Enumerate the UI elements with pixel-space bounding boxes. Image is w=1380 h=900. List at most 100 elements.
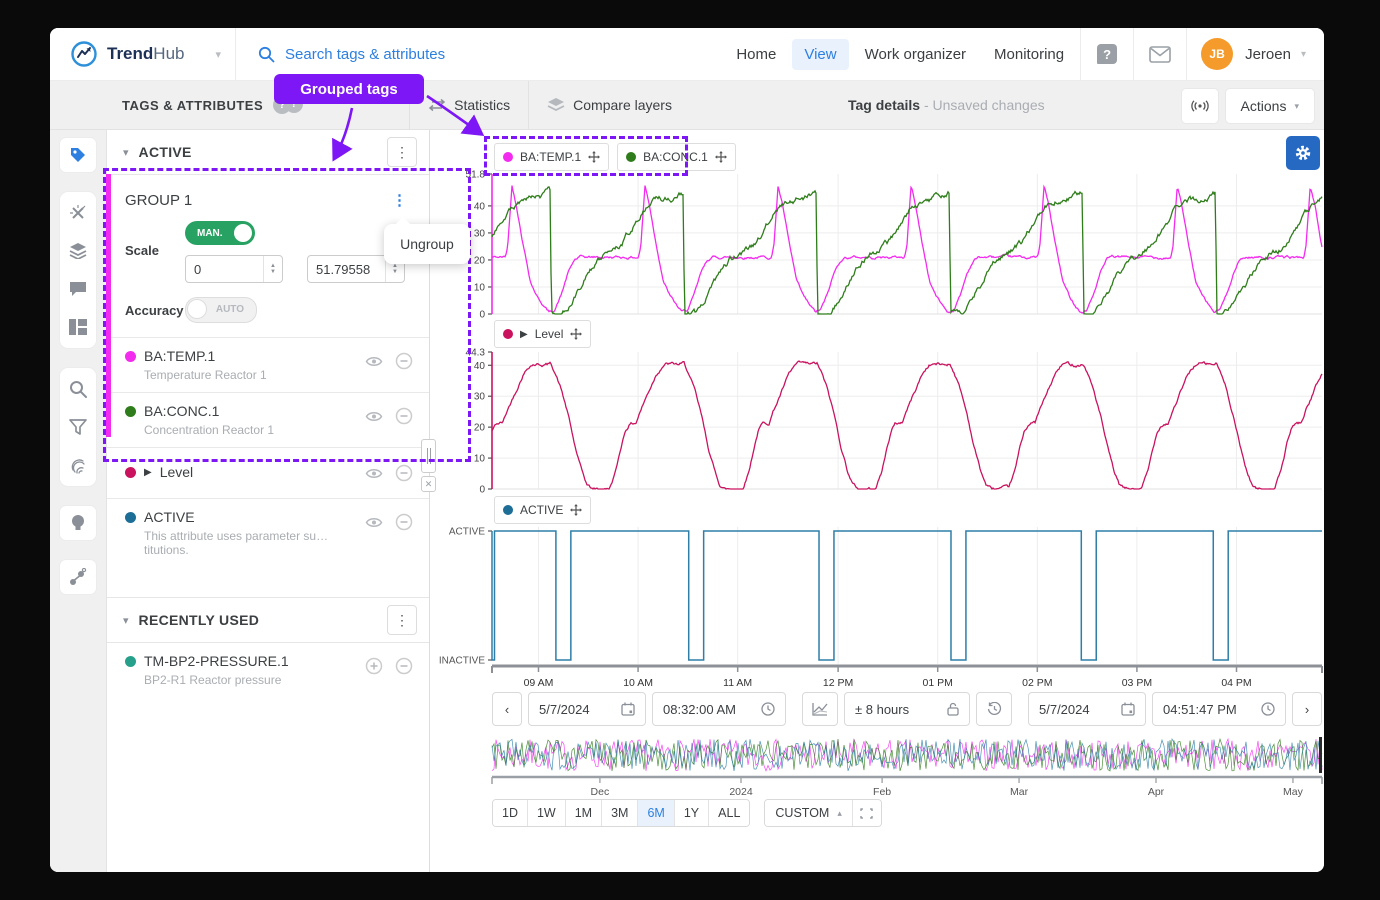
- accuracy-auto-toggle[interactable]: AUTO: [185, 297, 257, 323]
- rail-item-dashboard[interactable]: [60, 308, 96, 346]
- chart-settings-button[interactable]: [1286, 136, 1320, 170]
- chart-temp-conc[interactable]: 51.8 40 30 20 10 0: [430, 169, 1324, 319]
- scale-min-value: 0: [194, 261, 202, 277]
- tag-row-tm-bp2-pressure[interactable]: TM-BP2-PRESSURE.1 BP2-R1 Reactor pressur…: [107, 643, 429, 697]
- pan-back-button[interactable]: ‹: [492, 692, 522, 726]
- remove-tag-icon[interactable]: [395, 352, 413, 370]
- range-button-1y[interactable]: 1Y: [674, 800, 710, 826]
- range-button-3m[interactable]: 3M: [602, 800, 639, 826]
- remove-tag-icon[interactable]: [395, 464, 413, 482]
- tag-row-active[interactable]: ACTIVE This attribute uses parameter su……: [107, 498, 429, 567]
- rail-item-filter[interactable]: [60, 408, 96, 446]
- chart-active-digital[interactable]: ACTIVE INACTIVE: [430, 522, 1324, 669]
- tab-compare-layers[interactable]: Compare layers: [528, 81, 690, 129]
- legend-chip-ba-conc[interactable]: BA:CONC.1: [617, 143, 736, 171]
- broadcast-button[interactable]: [1181, 89, 1218, 123]
- user-name[interactable]: Jeroen: [1245, 45, 1291, 63]
- splitter-drag-handle[interactable]: [421, 439, 436, 473]
- rail-item-tags[interactable]: [60, 138, 96, 172]
- fullscreen-range-button[interactable]: [852, 800, 881, 826]
- nav-item-home[interactable]: Home: [736, 45, 777, 63]
- tag-row-ba-conc[interactable]: BA:CONC.1 Concentration Reactor 1: [107, 392, 429, 447]
- rail-item-layers[interactable]: [60, 232, 96, 270]
- expand-icon[interactable]: ▶: [520, 328, 528, 340]
- brand-caret-icon[interactable]: ▾: [215, 48, 222, 61]
- legend-chip-level[interactable]: ▶ Level: [494, 320, 592, 348]
- remove-tag-icon[interactable]: [395, 407, 413, 425]
- svg-text:Feb: Feb: [873, 786, 891, 797]
- range-button-1d[interactable]: 1D: [493, 800, 528, 826]
- move-icon[interactable]: [570, 328, 583, 340]
- series-color-dot: [125, 466, 136, 478]
- range-button-1m[interactable]: 1M: [565, 800, 603, 826]
- rail-item-search[interactable]: [60, 370, 96, 408]
- rail-item-share-graph[interactable]: [60, 560, 96, 594]
- stepper-icon[interactable]: ▲ ▼: [385, 256, 404, 282]
- legend-chip-active[interactable]: ACTIVE: [494, 496, 592, 524]
- legend-chip-ba-temp[interactable]: BA:TEMP.1: [494, 143, 610, 171]
- scale-min-input[interactable]: 0 ▲ ▼: [185, 255, 283, 283]
- user-avatar[interactable]: JB: [1201, 38, 1234, 70]
- nav-item-work-organizer[interactable]: Work organizer: [864, 45, 967, 63]
- splitter-close-icon[interactable]: ✕: [421, 476, 436, 492]
- actions-button[interactable]: Actions ▾: [1225, 89, 1314, 123]
- chart-level[interactable]: 44.3 40 30 20 10 0: [430, 347, 1324, 494]
- recently-used-header[interactable]: ▾ RECENTLY USED ⋮: [107, 597, 429, 643]
- duration-field[interactable]: ± 8 hours: [844, 692, 970, 726]
- expand-icon[interactable]: ▶: [144, 466, 152, 478]
- move-icon[interactable]: [570, 504, 583, 516]
- add-tag-icon[interactable]: [365, 657, 383, 675]
- range-button-1w[interactable]: 1W: [527, 800, 566, 826]
- tab-statistics[interactable]: Statistics: [409, 81, 528, 129]
- toggle-knob: [234, 224, 252, 242]
- custom-range-button[interactable]: CUSTOM ▴: [765, 800, 853, 826]
- group-menu-button[interactable]: ⋮: [392, 192, 407, 209]
- stepper-icon[interactable]: ▲ ▼: [263, 256, 282, 282]
- active-section-header[interactable]: ▾ ACTIVE ⋮: [107, 130, 429, 174]
- end-time-field[interactable]: 04:51:47 PM: [1152, 692, 1286, 726]
- rail-item-insights[interactable]: [60, 506, 96, 540]
- remove-tag-icon[interactable]: [395, 657, 413, 675]
- help-button[interactable]: ?: [1085, 28, 1129, 80]
- scale-manual-toggle[interactable]: MAN.: [185, 221, 255, 245]
- messages-button[interactable]: [1138, 28, 1182, 80]
- visibility-eye-icon[interactable]: [365, 355, 383, 368]
- rail-item-formulas[interactable]: [60, 194, 96, 232]
- start-time-field[interactable]: 08:32:00 AM: [652, 692, 786, 726]
- visibility-eye-icon[interactable]: [365, 516, 383, 529]
- nav-links: Home View Work organizer Monitoring ? JB…: [724, 28, 1324, 80]
- chevron-down-icon[interactable]: ▾: [123, 146, 129, 159]
- nav-item-view[interactable]: View: [792, 38, 849, 70]
- nav-item-monitoring[interactable]: Monitoring: [994, 45, 1065, 63]
- overview-strip[interactable]: Dec 2024 Feb Mar Apr May: [430, 735, 1324, 797]
- chart3-legend: ACTIVE: [494, 496, 592, 524]
- visibility-eye-icon[interactable]: [365, 467, 383, 480]
- recently-used-menu-button[interactable]: ⋮: [387, 605, 417, 635]
- move-icon[interactable]: [588, 151, 601, 163]
- move-icon[interactable]: [714, 151, 727, 163]
- range-button-all[interactable]: ALL: [709, 800, 750, 826]
- tag-row-level[interactable]: ▶ Level: [107, 447, 429, 498]
- ungroup-menu-item[interactable]: Ungroup: [384, 224, 470, 264]
- remove-tag-icon[interactable]: [395, 513, 413, 531]
- end-date-field[interactable]: 5/7/2024: [1028, 692, 1146, 726]
- visibility-eye-icon[interactable]: [365, 410, 383, 423]
- range-button-6m[interactable]: 6M: [638, 800, 675, 826]
- svg-text:30: 30: [474, 228, 486, 239]
- svg-text:10: 10: [474, 282, 486, 293]
- chevron-down-icon[interactable]: ▾: [123, 614, 129, 627]
- trend-mode-button[interactable]: [802, 692, 838, 726]
- active-section-menu-button[interactable]: ⋮: [387, 137, 417, 167]
- user-menu-caret-icon[interactable]: ▾: [1300, 48, 1306, 60]
- global-search[interactable]: Search tags & attributes: [236, 46, 724, 63]
- start-date-field[interactable]: 5/7/2024: [528, 692, 646, 726]
- series-color-dot: [503, 152, 513, 162]
- pan-forward-button[interactable]: ›: [1292, 692, 1322, 726]
- rail-item-comments[interactable]: [60, 270, 96, 308]
- brand-logo[interactable]: TrendHub ▾: [50, 40, 235, 68]
- start-date-value: 5/7/2024: [539, 701, 590, 717]
- tag-row-ba-temp[interactable]: BA:TEMP.1 Temperature Reactor 1: [107, 337, 429, 392]
- panel-splitter[interactable]: ✕: [421, 439, 436, 492]
- history-button[interactable]: [976, 692, 1012, 726]
- rail-item-fingerprint[interactable]: [60, 446, 96, 484]
